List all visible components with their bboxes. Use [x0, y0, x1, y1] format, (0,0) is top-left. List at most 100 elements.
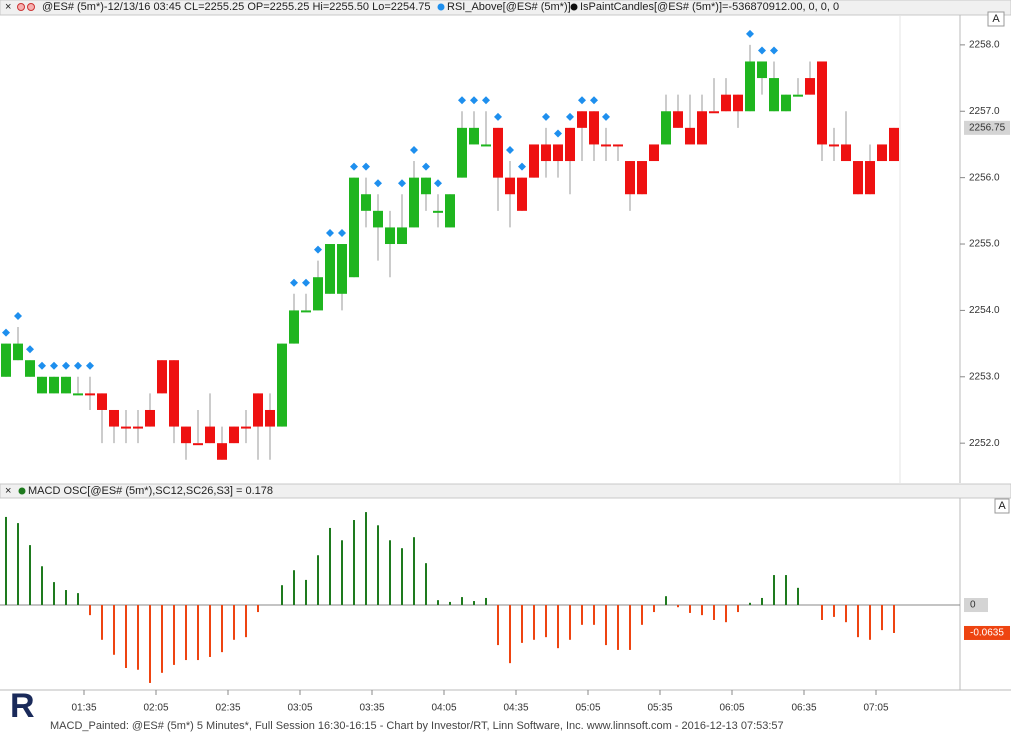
x-tick-label: 05:35: [647, 703, 672, 714]
candle-body: [889, 127, 899, 162]
signal-dot: [434, 179, 442, 188]
candle-body: [457, 127, 467, 178]
candle-body: [229, 426, 239, 444]
macd-bar: [437, 600, 439, 606]
macd-bar: [281, 585, 283, 606]
x-tick-label: 04:05: [431, 703, 456, 714]
y-tick-label: 2257.0: [969, 106, 1000, 117]
candle-body: [349, 177, 359, 278]
macd-bar: [593, 605, 595, 625]
icon[interactable]: [27, 3, 35, 11]
candle-body: [805, 78, 815, 95]
macd-bar: [197, 605, 199, 661]
macd-bar: [329, 527, 331, 606]
signal-dot: [362, 162, 370, 171]
y-tick-label: 2252.0: [969, 438, 1000, 449]
close-icon[interactable]: ×: [5, 485, 11, 497]
macd-bar: [389, 540, 391, 606]
candle-body: [709, 111, 719, 114]
x-tick-label: 06:05: [719, 703, 744, 714]
signal-dot: [482, 96, 490, 105]
candle-body: [841, 144, 851, 162]
scale-button-label[interactable]: A: [998, 500, 1006, 512]
icon[interactable]: [17, 3, 25, 11]
candle-body: [361, 194, 371, 211]
footer: MACD_Painted: @ES# (5m*) 5 Minutes*, Ful…: [50, 720, 784, 732]
macd-bar: [845, 605, 847, 623]
macd-bar: [77, 593, 79, 606]
macd-header: [0, 483, 1011, 499]
tick-box: [964, 598, 988, 613]
candle-body: [769, 78, 779, 112]
x-tick-label: 02:35: [215, 703, 240, 714]
signal-dot: [26, 345, 34, 354]
macd-bar: [41, 566, 43, 606]
scale-button[interactable]: [987, 11, 1005, 27]
last-value-box: [964, 625, 1010, 640]
candle-body: [337, 244, 347, 294]
signal-dot: [554, 129, 562, 138]
candle-body: [625, 161, 635, 195]
signal-dot: [590, 96, 598, 105]
candle-body: [673, 111, 683, 128]
candle-body: [493, 127, 503, 178]
candle-body: [109, 409, 119, 427]
legend-entry: RSI_Above[@ES# (5m*)]: [447, 1, 571, 13]
macd-bar: [5, 516, 7, 606]
macd-bar: [653, 605, 655, 613]
candle-body: [877, 144, 887, 162]
candle-body: [733, 94, 743, 112]
macd-bar: [233, 605, 235, 640]
macd-bar: [245, 605, 247, 638]
signal-dot: [38, 361, 46, 370]
macd-bar: [53, 582, 55, 606]
logo: R: [10, 687, 35, 725]
macd-bar: [521, 605, 523, 643]
signal-dot: [302, 278, 310, 287]
close-icon[interactable]: ×: [5, 1, 11, 13]
macd-bar: [65, 590, 67, 606]
y-tick-label: 2254.0: [969, 305, 1000, 316]
candle-body: [721, 94, 731, 112]
x-tick-label: 03:05: [287, 703, 312, 714]
signal-dot: [74, 361, 82, 370]
candle-body: [505, 177, 515, 195]
candle-body: [637, 161, 647, 195]
legend-dot: [437, 3, 445, 11]
candle-body: [121, 426, 131, 429]
macd-bar: [869, 605, 871, 640]
scale-button[interactable]: [994, 498, 1010, 514]
signal-dot: [374, 179, 382, 188]
candle-body: [97, 393, 107, 410]
candle-body: [565, 127, 575, 162]
candle-body: [313, 277, 323, 311]
scale-button-label[interactable]: A: [992, 13, 1000, 25]
candle-body: [133, 426, 143, 429]
candle-body: [49, 376, 59, 394]
candle-body: [685, 127, 695, 145]
signal-dot: [290, 278, 298, 287]
macd-bar: [893, 605, 895, 633]
candle-body: [61, 376, 71, 394]
macd-bar: [689, 605, 691, 613]
macd-bar: [401, 548, 403, 606]
candle-body: [13, 343, 23, 361]
candle-body: [301, 310, 311, 313]
macd-bar: [305, 579, 307, 606]
signal-dot: [2, 328, 10, 337]
x-tick-label: 03:35: [359, 703, 384, 714]
candle-body: [757, 61, 767, 79]
signal-dot: [746, 29, 754, 38]
macd-bar: [821, 605, 823, 620]
macd-bar: [341, 540, 343, 606]
x-tick-label: 05:05: [575, 703, 600, 714]
macd-bar: [665, 596, 667, 606]
candle-body: [649, 144, 659, 162]
candle-body: [373, 210, 383, 228]
macd-bar: [677, 605, 679, 608]
signal-dot: [422, 162, 430, 171]
candle-body: [541, 144, 551, 162]
signal-dot: [602, 112, 610, 121]
signal-dot: [458, 96, 466, 105]
candle-body: [181, 426, 191, 444]
